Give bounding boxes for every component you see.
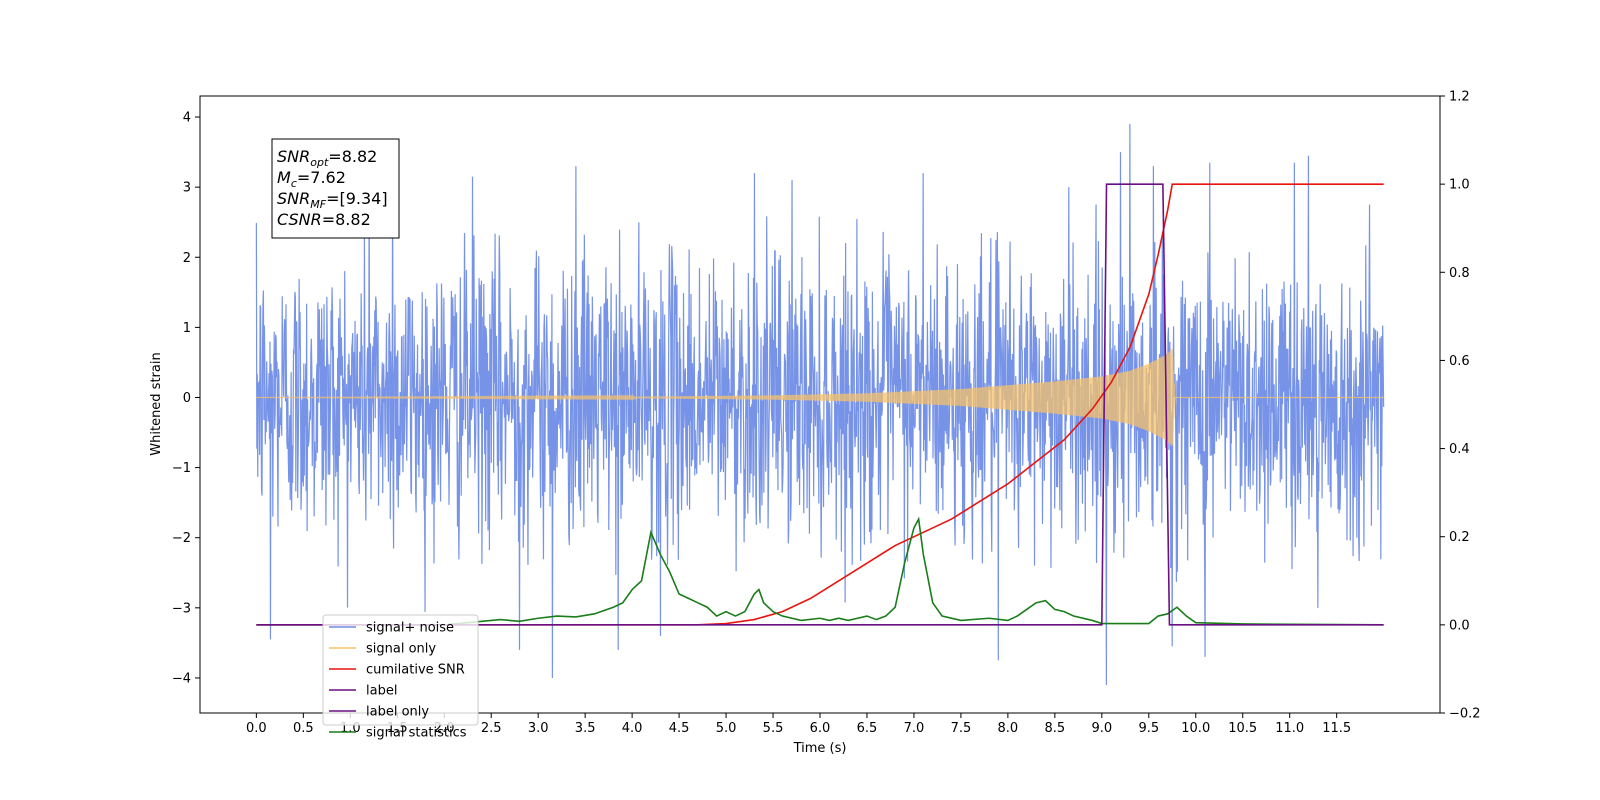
annotation-line: Mc=7.62 bbox=[277, 168, 346, 190]
y-tick-label: 4 bbox=[183, 111, 191, 126]
legend-label: label only bbox=[366, 705, 429, 720]
y2-tick-label: 1.0 bbox=[1449, 178, 1470, 193]
y-tick-label: 0 bbox=[183, 391, 191, 406]
legend-entry: signal only bbox=[329, 642, 436, 657]
x-tick-label: 4.0 bbox=[622, 721, 643, 736]
y-tick-label: −3 bbox=[172, 601, 191, 616]
x-tick-label: 11.5 bbox=[1322, 721, 1351, 736]
series-signal-only-line bbox=[256, 348, 1384, 446]
legend: signal+ noise signal only cumilative SNR la… bbox=[322, 614, 479, 741]
x-tick-label: 5.0 bbox=[716, 721, 737, 736]
x-tick-label: 9.0 bbox=[1091, 721, 1112, 736]
x-tick-label: 6.5 bbox=[857, 721, 878, 736]
x-tick-label: 10.5 bbox=[1228, 721, 1257, 736]
series-label-line bbox=[256, 183, 1384, 626]
x-tick-label: 9.5 bbox=[1138, 721, 1159, 736]
x-tick-label: 0.0 bbox=[246, 721, 267, 736]
y-tick-label: 3 bbox=[183, 181, 191, 196]
annotation-line: CSNR=8.82 bbox=[277, 210, 371, 229]
y-tick-label: −4 bbox=[172, 671, 191, 686]
x-tick-label: 7.5 bbox=[951, 721, 972, 736]
legend-entry: label only bbox=[329, 705, 429, 720]
y2-tick-label: −0.2 bbox=[1449, 707, 1481, 722]
x-tick-label: 6.0 bbox=[810, 721, 831, 736]
y-tick-label: −2 bbox=[172, 531, 191, 546]
legend-frame bbox=[322, 614, 479, 726]
x-tick-label: 3.0 bbox=[528, 721, 549, 736]
y-axis-left: −4 −3 −2 −1 0 1 2 3 4 bbox=[172, 111, 200, 686]
x-tick-label: 4.5 bbox=[669, 721, 690, 736]
x-tick-label: 10.0 bbox=[1181, 721, 1210, 736]
x-tick-label: 8.0 bbox=[998, 721, 1019, 736]
legend-label: signal statistics bbox=[366, 726, 467, 741]
x-tick-label: 8.5 bbox=[1045, 721, 1066, 736]
y-axis-label: Whitened strain bbox=[149, 352, 164, 455]
x-axis-label: Time (s) bbox=[793, 741, 847, 756]
y-axis-right: −0.2 0.0 0.2 0.4 0.6 0.8 1.0 1.2 bbox=[1440, 90, 1481, 722]
y2-tick-label: 0.8 bbox=[1449, 266, 1470, 281]
y2-tick-label: 0.2 bbox=[1449, 530, 1470, 545]
legend-label: signal+ noise bbox=[366, 621, 454, 636]
legend-label: label bbox=[366, 684, 397, 699]
y-tick-label: 2 bbox=[183, 251, 191, 266]
y2-tick-label: 0.0 bbox=[1449, 618, 1470, 633]
x-tick-label: 2.5 bbox=[481, 721, 502, 736]
legend-label: cumilative SNR bbox=[366, 663, 465, 678]
y-tick-label: 1 bbox=[183, 321, 191, 336]
plot-area bbox=[255, 124, 1385, 685]
legend-entry: signal+ noise bbox=[329, 621, 454, 636]
x-tick-label: 3.5 bbox=[575, 721, 596, 736]
legend-label: signal only bbox=[366, 642, 436, 657]
annotation-line: SNRopt=8.82 bbox=[277, 147, 377, 169]
y2-tick-label: 0.6 bbox=[1449, 354, 1470, 369]
legend-entry: signal statistics bbox=[329, 726, 467, 741]
annotation-box-frame bbox=[271, 138, 400, 239]
legend-entry: cumilative SNR bbox=[329, 663, 465, 678]
series-signal-statistics-line bbox=[256, 516, 1384, 626]
x-tick-label: 11.0 bbox=[1275, 721, 1304, 736]
x-tick-label: 0.5 bbox=[293, 721, 314, 736]
series-signal-noise-line bbox=[255, 124, 1385, 685]
y-tick-label: −1 bbox=[172, 461, 191, 476]
x-axis: 0.0 0.5 1.0 1.5 2.0 2.5 3.0 3.5 4.0 4.5 5.0 5.5 6.0 6… bbox=[246, 713, 1351, 736]
annotation-line: SNRMF=[9.34] bbox=[277, 189, 388, 211]
x-tick-label: 7.0 bbox=[904, 721, 925, 736]
legend-entry: label bbox=[329, 684, 397, 699]
y2-tick-label: 0.4 bbox=[1449, 442, 1470, 457]
y2-tick-label: 1.2 bbox=[1449, 90, 1470, 105]
x-tick-label: 5.5 bbox=[763, 721, 784, 736]
